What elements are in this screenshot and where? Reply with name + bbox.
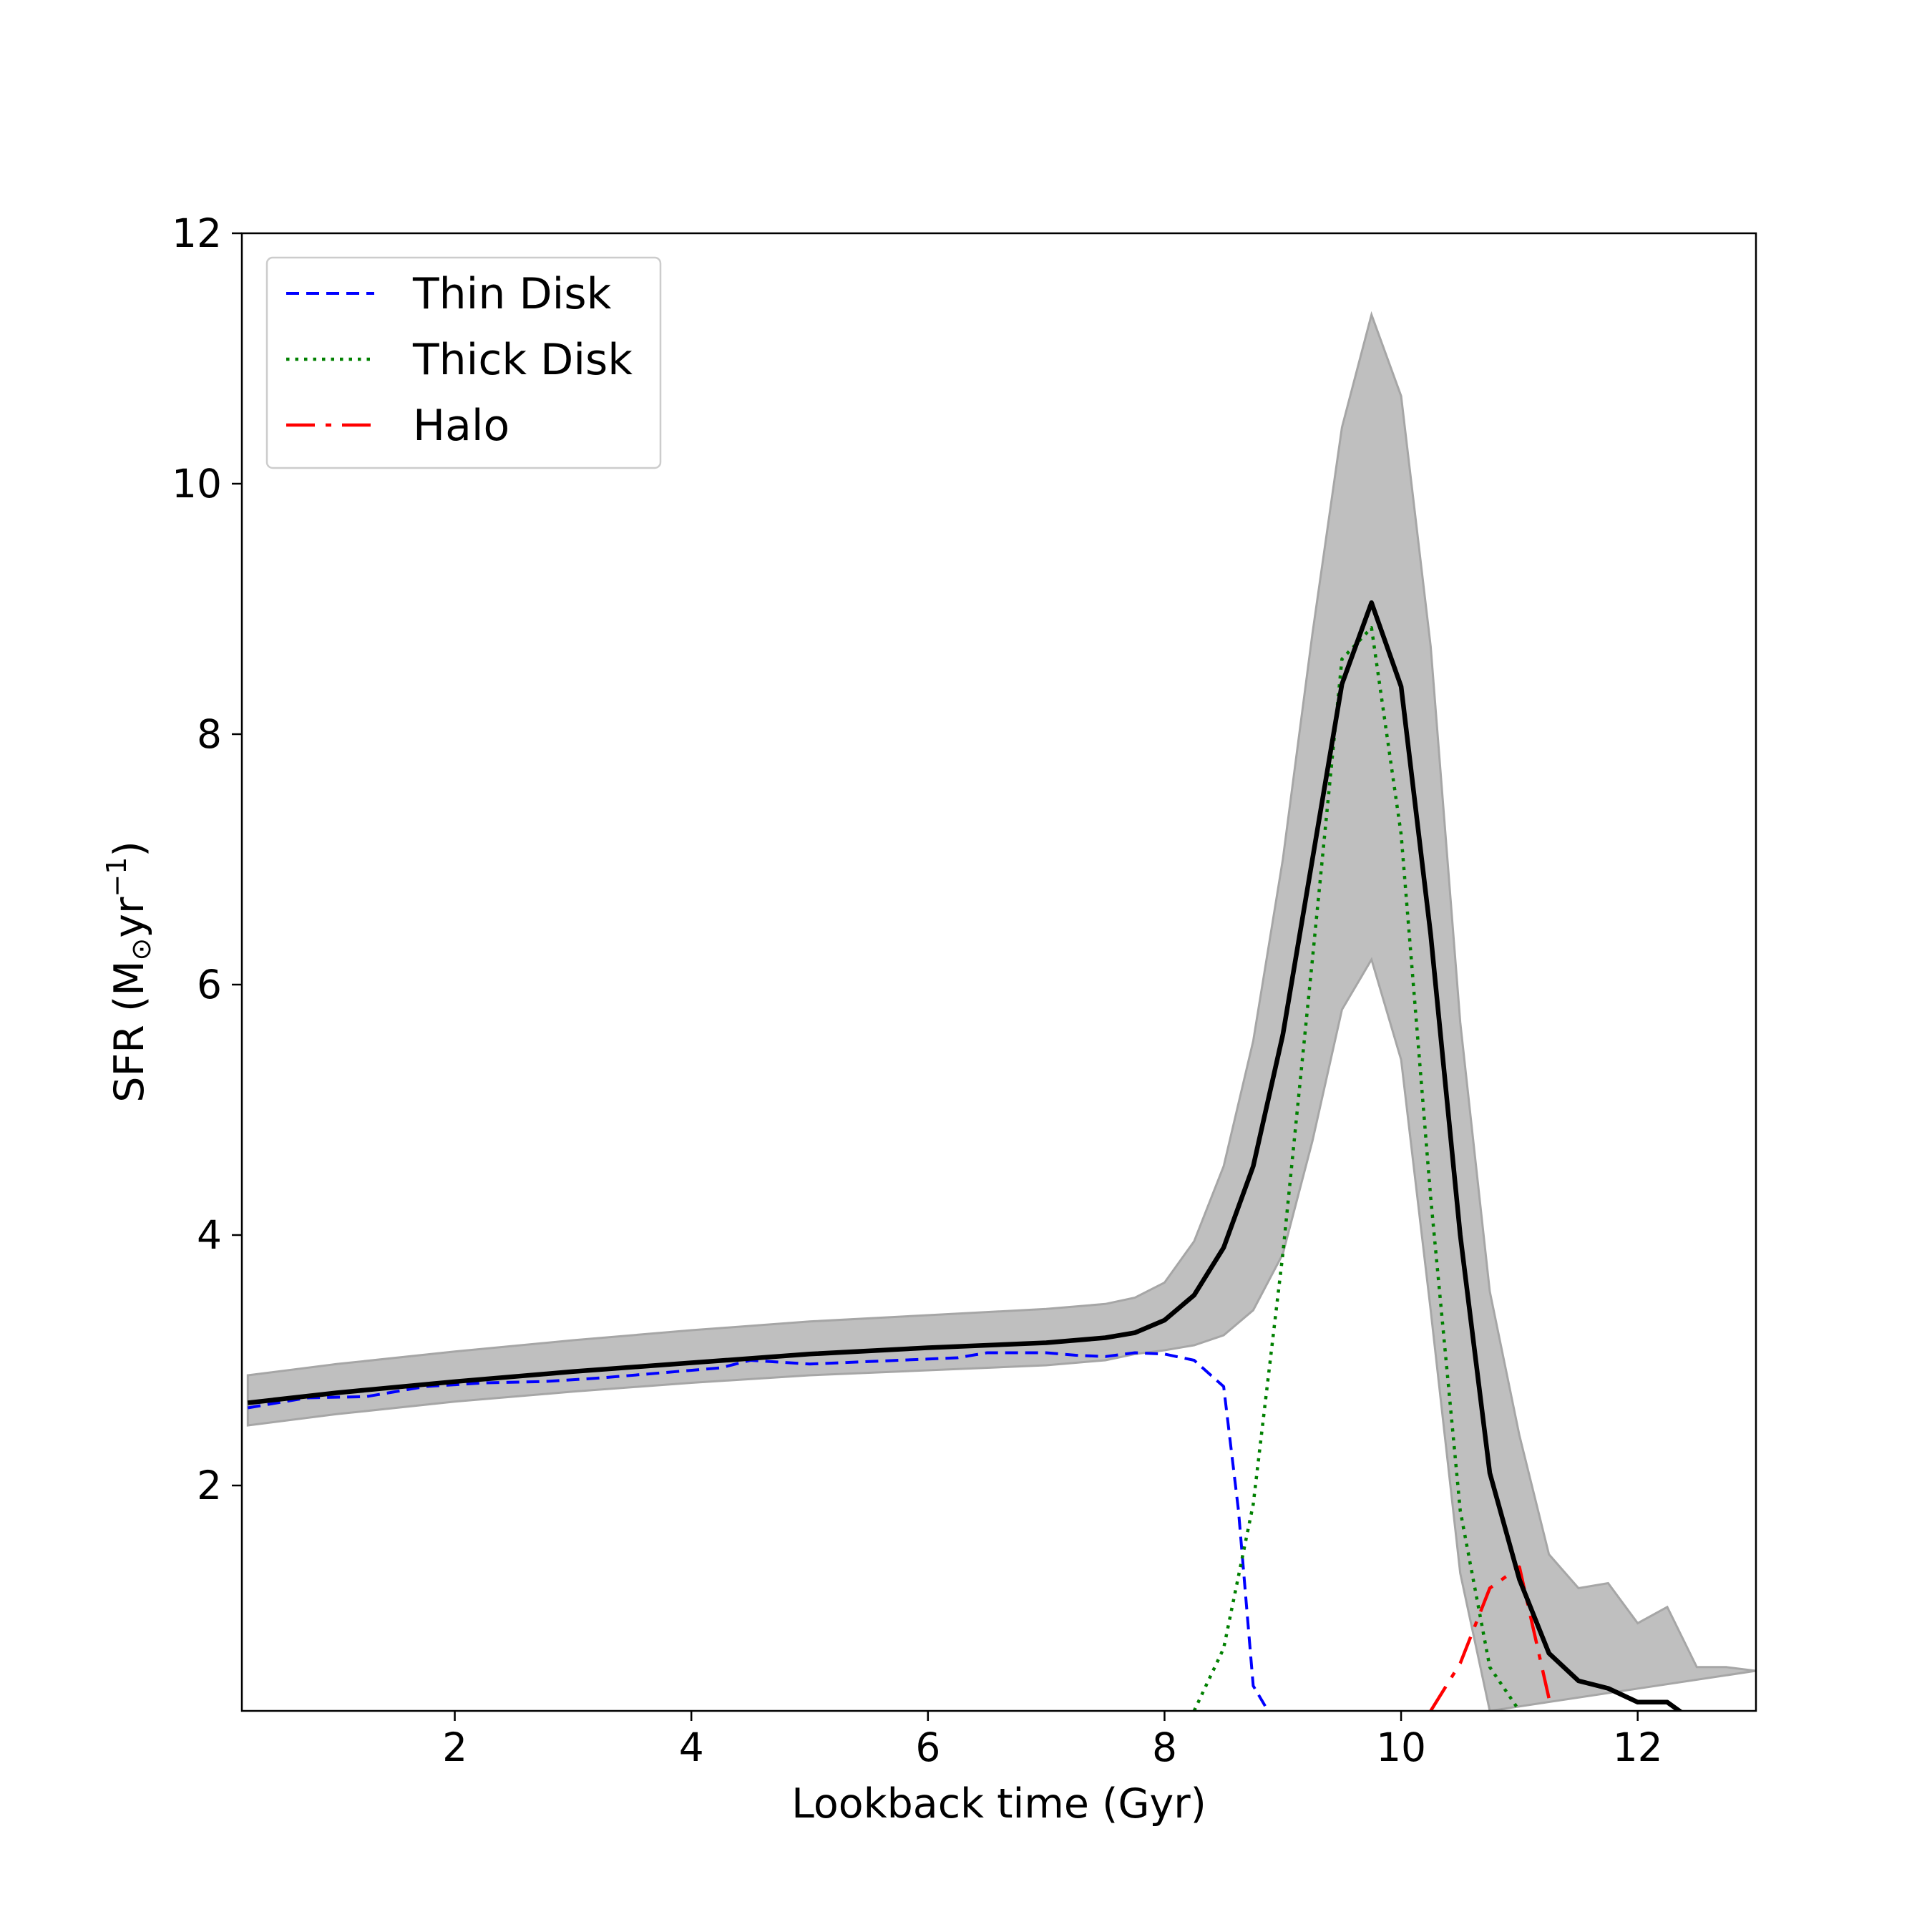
- series-line-halo: [1429, 1565, 1551, 1711]
- y-axis-label: SFR (M⊙yr−1): [101, 841, 157, 1102]
- uncertainty-band: [246, 311, 1756, 1711]
- x-tick-label: 2: [442, 1724, 467, 1770]
- x-tick-label: 6: [915, 1724, 940, 1770]
- plot-area: [246, 311, 1756, 1711]
- x-tick-label: 4: [679, 1724, 704, 1770]
- y-axis-ticks: 2 4 6 8 10 12: [172, 210, 242, 1508]
- y-tick-label: 10: [172, 461, 222, 507]
- y-tick-label: 8: [197, 711, 222, 757]
- x-axis-label: Lookback time (Gyr): [791, 1780, 1206, 1828]
- series-line-total: [247, 600, 1684, 1711]
- legend-label-thick-disk: Thick Disk: [412, 335, 633, 385]
- series-layer: [247, 600, 1684, 1711]
- y-tick-label: 2: [197, 1463, 222, 1508]
- legend: Thin Disk Thick Disk Halo: [265, 256, 662, 469]
- x-tick-label: 8: [1152, 1724, 1177, 1770]
- plot-frame: [240, 232, 1757, 1712]
- y-tick-label: 6: [197, 962, 222, 1008]
- legend-label-thin-disk: Thin Disk: [412, 269, 612, 319]
- y-tick-label: 12: [172, 210, 222, 256]
- series-line-thin-disk: [247, 1351, 1269, 1711]
- legend-label-halo: Halo: [413, 401, 509, 451]
- y-tick-label: 4: [197, 1212, 222, 1258]
- legend-box: [265, 256, 662, 469]
- x-tick-label: 12: [1613, 1724, 1663, 1770]
- x-axis-ticks: 2 4 6 8 10 12: [442, 1711, 1663, 1770]
- x-tick-label: 10: [1376, 1724, 1426, 1770]
- series-line-thick-disk: [1192, 626, 1521, 1711]
